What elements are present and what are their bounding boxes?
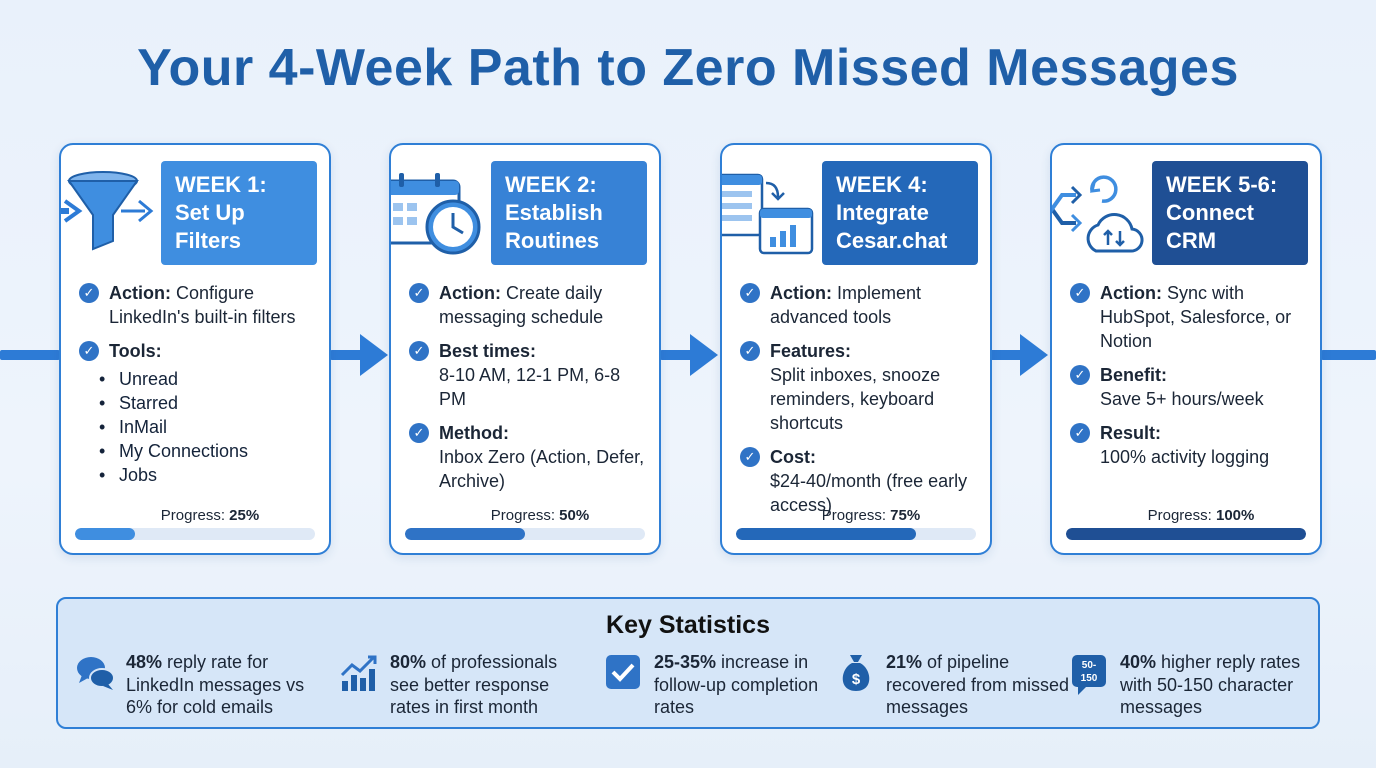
funnel-icon xyxy=(41,167,161,263)
check-icon: ✓ xyxy=(79,283,99,303)
flow-line xyxy=(0,350,60,360)
progress-bar xyxy=(736,528,976,540)
week-4-card: WEEK 4: Integrate Cesar.chat ✓ Action: I… xyxy=(714,143,992,555)
flow-arrow-icon xyxy=(690,334,718,376)
progress-bar-fill xyxy=(405,528,525,540)
list-item: Unread xyxy=(99,367,317,391)
progress-bar-fill xyxy=(736,528,916,540)
action-item: ✓ Action: Sync with HubSpot, Salesforce,… xyxy=(1070,281,1308,353)
progress-bar xyxy=(1066,528,1306,540)
chat-bubbles-icon xyxy=(76,653,116,693)
flow-line xyxy=(330,350,364,360)
check-icon: ✓ xyxy=(1070,423,1090,443)
dashboard-windows-icon xyxy=(714,167,822,263)
stat-item: $ 21% of pipeline recovered from missed … xyxy=(836,651,1076,721)
check-icon: ✓ xyxy=(409,283,429,303)
money-bag-icon: $ xyxy=(836,653,876,693)
week-title-box: WEEK 2: Establish Routines xyxy=(491,161,647,265)
action-item: ✓ Action: Create daily messaging schedul… xyxy=(409,281,647,329)
progress-section: Progress: 100% xyxy=(1066,507,1306,540)
week-2-card: WEEK 2: Establish Routines ✓ Action: Cre… xyxy=(383,143,661,555)
tools-list: Unread Starred InMail My Connections Job… xyxy=(79,367,317,487)
progress-bar xyxy=(405,528,645,540)
calendar-clock-icon xyxy=(383,167,491,263)
check-icon: ✓ xyxy=(1070,365,1090,385)
page-title: Your 4-Week Path to Zero Missed Messages xyxy=(137,39,1239,97)
list-item: My Connections xyxy=(99,439,317,463)
check-icon: ✓ xyxy=(409,341,429,361)
progress-bar xyxy=(75,528,315,540)
action-item: ✓ Action: Implement advanced tools xyxy=(740,281,978,329)
stats-title: Key Statistics xyxy=(606,611,770,639)
cost-item: ✓ Cost: $24-40/month (free early access) xyxy=(740,445,978,517)
char-count-badge-icon: 50- 150 xyxy=(1070,653,1110,695)
key-statistics-panel: Key Statistics 48% reply rate for Linked… xyxy=(56,597,1320,729)
flow-line xyxy=(660,350,694,360)
check-icon: ✓ xyxy=(740,341,760,361)
list-item: Starred xyxy=(99,391,317,415)
benefit-item: ✓ Benefit: Save 5+ hours/week xyxy=(1070,363,1308,411)
stat-item: 48% reply rate for LinkedIn messages vs … xyxy=(76,651,316,721)
check-icon: ✓ xyxy=(740,283,760,303)
flow-line xyxy=(990,350,1024,360)
growth-chart-icon xyxy=(340,653,380,693)
week-1-card: WEEK 1: Set Up Filters ✓ Action: Configu… xyxy=(41,143,331,555)
flow-arrow-icon xyxy=(360,334,388,376)
check-icon: ✓ xyxy=(1070,283,1090,303)
week-title-box: WEEK 4: Integrate Cesar.chat xyxy=(822,161,978,265)
flow-arrow-icon xyxy=(1020,334,1048,376)
week-5-6-card: WEEK 5-6: Connect CRM ✓ Action: Sync wit… xyxy=(1028,143,1322,555)
stat-item: 50- 150 40% higher reply rates with 50-1… xyxy=(1070,651,1310,721)
sync-cloud-icon xyxy=(1028,167,1152,263)
progress-section: Progress: 25% xyxy=(75,507,315,540)
features-item: ✓ Features: Split inboxes, snooze reminde… xyxy=(740,339,978,435)
list-item: InMail xyxy=(99,415,317,439)
best-times-item: ✓ Best times: 8-10 AM, 12-1 PM, 6-8 PM xyxy=(409,339,647,411)
method-item: ✓ Method: Inbox Zero (Action, Defer, Arch… xyxy=(409,421,647,493)
progress-section: Progress: 75% xyxy=(736,507,976,540)
checkbox-icon xyxy=(604,653,644,693)
flow-line xyxy=(1321,350,1376,360)
week-title-box: WEEK 5-6: Connect CRM xyxy=(1152,161,1308,265)
week-title-box: WEEK 1: Set Up Filters xyxy=(161,161,317,265)
progress-section: Progress: 50% xyxy=(405,507,645,540)
stat-item: 25-35% increase in follow-up completion … xyxy=(604,651,844,721)
tools-item: ✓ Tools: xyxy=(79,339,317,363)
svg-text:150: 150 xyxy=(1081,673,1098,684)
progress-bar-fill xyxy=(75,528,135,540)
list-item: Jobs xyxy=(99,463,317,487)
svg-text:50-: 50- xyxy=(1082,660,1096,671)
check-icon: ✓ xyxy=(409,423,429,443)
check-icon: ✓ xyxy=(79,341,99,361)
svg-text:$: $ xyxy=(852,671,861,688)
action-item: ✓ Action: Configure LinkedIn's built-in … xyxy=(79,281,317,329)
stat-item: 80% of professionals see better response… xyxy=(340,651,580,721)
check-icon: ✓ xyxy=(740,447,760,467)
result-item: ✓ Result: 100% activity logging xyxy=(1070,421,1308,469)
progress-bar-fill xyxy=(1066,528,1306,540)
